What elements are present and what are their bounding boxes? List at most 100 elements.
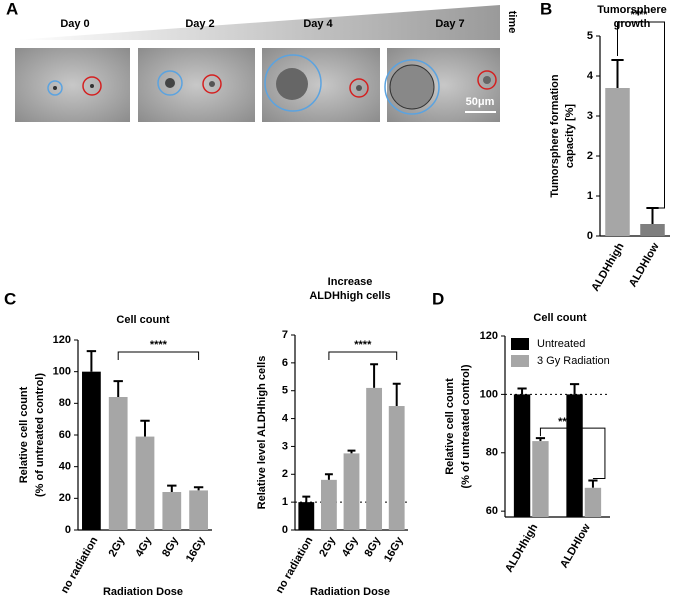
y-tick-label: 40 [59, 461, 71, 473]
day-label: Day 4 [303, 18, 333, 30]
y-tick-label: 100 [53, 366, 71, 378]
significance-bracket [539, 427, 606, 480]
bar [532, 441, 549, 517]
x-tick-label: 16Gy [184, 534, 208, 564]
y-axis-label: Relative cell count [18, 386, 30, 483]
y-tick-label: 0 [65, 524, 71, 536]
bar [513, 394, 531, 517]
y-tick-label: 80 [486, 447, 498, 459]
significance-bracket [328, 351, 398, 360]
y-tick-label: 5 [282, 385, 288, 397]
x-axis-label: Radiation Dose [310, 586, 390, 598]
bar [640, 224, 665, 236]
bar [605, 88, 630, 236]
chart-title: Cell count [116, 314, 170, 326]
y-axis-label: Relative level ALDHhigh cells [256, 356, 268, 510]
error-bar [86, 350, 97, 372]
panel-label: C [4, 289, 16, 308]
chart-title: Increase [328, 276, 373, 288]
legend-label: 3 Gy Radiation [537, 355, 610, 367]
error-bar [347, 449, 356, 454]
bar [566, 394, 583, 517]
bar [366, 387, 383, 530]
x-tick-label: ALDHhigh [503, 522, 540, 575]
y-axis-label: capacity [%] [564, 104, 576, 169]
chart-title: Cell count [533, 312, 587, 324]
day-label: Day 2 [185, 18, 214, 30]
chart-title: ALDHhigh cells [309, 290, 390, 302]
y-tick-label: 0 [282, 524, 288, 536]
error-bar [302, 495, 311, 503]
bar [320, 479, 337, 530]
y-tick-label: 120 [480, 330, 498, 342]
error-bar [611, 59, 624, 88]
x-tick-label: 2Gy [317, 534, 338, 559]
y-tick-label: 4 [587, 70, 594, 82]
bar [135, 436, 155, 530]
error-bar [193, 486, 204, 491]
x-tick-label: 4Gy [133, 534, 154, 559]
y-tick-label: 100 [480, 388, 498, 400]
significance-label: **** [630, 9, 648, 21]
x-tick-label: ALDHlow [558, 522, 593, 571]
bar [343, 453, 360, 530]
error-bar [113, 380, 123, 397]
bar [388, 406, 405, 530]
legend-swatch [511, 338, 529, 350]
y-tick-label: 3 [587, 110, 593, 122]
error-bar [370, 363, 379, 388]
y-axis-label: (% of untreated control) [460, 364, 472, 488]
bar [189, 490, 208, 530]
x-tick-label: 16Gy [382, 534, 406, 564]
y-tick-label: 4 [282, 412, 289, 424]
error-bar [324, 473, 333, 480]
legend-swatch [511, 355, 529, 367]
y-tick-label: 120 [53, 334, 71, 346]
y-tick-label: 0 [587, 230, 593, 242]
legend-label: Untreated [537, 338, 585, 350]
error-bar [140, 419, 150, 437]
significance-bracket [617, 21, 665, 209]
significance-label: **** [558, 416, 576, 428]
significance-label: **** [150, 339, 168, 351]
y-tick-label: 3 [282, 440, 288, 452]
x-tick-label: ALDHhigh [589, 241, 626, 294]
scale-bar-label: 50μm [466, 96, 495, 108]
significance-label: **** [354, 339, 372, 351]
y-tick-label: 7 [282, 329, 288, 341]
y-tick-label: 60 [59, 429, 71, 441]
panel-label: B [540, 0, 552, 18]
chart-title: Tumorsphere [597, 4, 666, 16]
error-bar [392, 382, 401, 407]
bar [584, 487, 602, 517]
bar [162, 492, 182, 530]
y-axis-label: Tumorsphere formation [549, 74, 561, 198]
day-label: Day 7 [435, 18, 464, 30]
error-bar [517, 387, 527, 395]
bar [82, 371, 101, 530]
error-bar [535, 437, 546, 442]
y-tick-label: 80 [59, 397, 71, 409]
y-tick-label: 2 [587, 150, 593, 162]
x-tick-label: ALDHlow [627, 241, 662, 290]
panel-label: D [432, 289, 444, 308]
x-tick-label: 2Gy [107, 534, 128, 559]
time-gradient [15, 5, 500, 40]
y-tick-label: 1 [282, 496, 288, 508]
bar [108, 397, 128, 530]
bar [298, 502, 315, 530]
y-axis-label: (% of untreated control) [34, 373, 46, 497]
error-bar [569, 383, 580, 395]
x-tick-label: 8Gy [362, 534, 383, 559]
y-tick-label: 60 [486, 505, 498, 517]
panel-label: A [6, 0, 18, 18]
y-axis-label: Relative cell count [444, 378, 456, 475]
y-tick-label: 5 [587, 30, 593, 42]
error-bar [167, 484, 177, 492]
x-axis-label: Radiation Dose [103, 586, 183, 598]
time-label: time [506, 11, 518, 34]
y-tick-label: 6 [282, 357, 288, 369]
y-tick-label: 2 [282, 468, 288, 480]
day-label: Day 0 [60, 18, 89, 30]
